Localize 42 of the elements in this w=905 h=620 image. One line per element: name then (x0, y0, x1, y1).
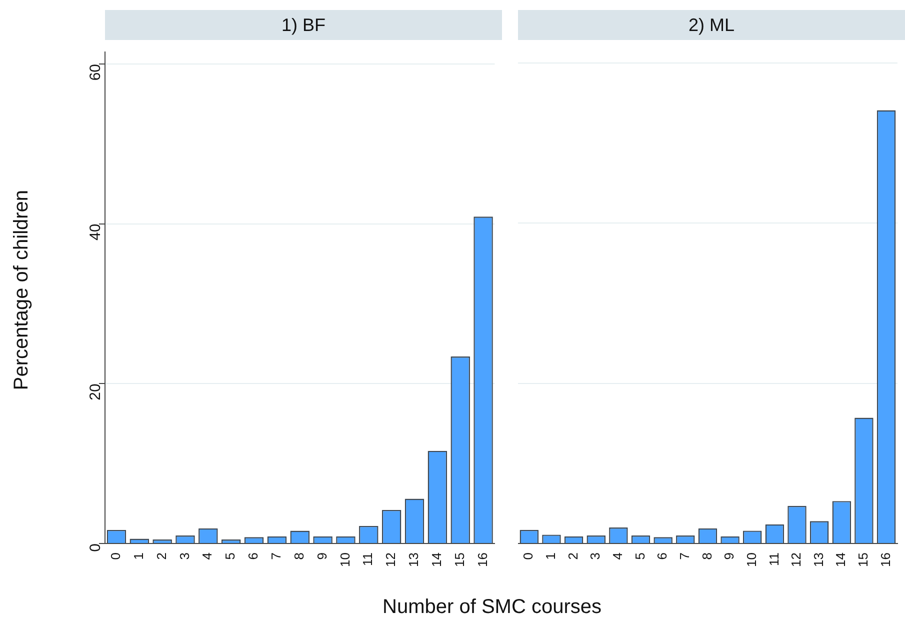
x-tick-label: 4 (200, 552, 215, 560)
x-tick-label: 15 (856, 552, 871, 568)
x-axis-title: Number of SMC courses (382, 596, 602, 619)
x-tick-label: 5 (632, 552, 648, 560)
chart-title: 1) BF (105, 10, 502, 40)
y-tick-label: 60 (87, 64, 104, 81)
y-axis-title: Percentage of children (10, 190, 34, 390)
x-tick-label: 13 (810, 552, 826, 568)
x-tick-label: 3 (588, 552, 603, 560)
x-tick-label: 10 (744, 552, 759, 568)
chart-title: 2) ML (518, 10, 905, 40)
x-tick-label: 16 (878, 552, 893, 568)
x-tick-label: 12 (383, 552, 398, 568)
x-tick-label: 8 (291, 552, 306, 560)
x-tick-label: 9 (314, 552, 330, 560)
x-tick-label: 7 (676, 552, 692, 560)
x-tick-label: 16 (474, 552, 490, 568)
x-tick-label: 11 (766, 552, 782, 566)
x-tick-label: 10 (337, 552, 352, 568)
x-tick-label: 9 (722, 552, 737, 560)
x-tick-label: 1 (130, 552, 146, 560)
x-tick-label: 13 (406, 552, 422, 568)
x-tick-label: 2 (565, 552, 580, 560)
x-tick-label: 14 (429, 552, 444, 568)
y-tick-label: 40 (87, 224, 104, 241)
x-tick-label: 6 (654, 552, 670, 560)
x-tick-label: 5 (222, 552, 238, 560)
y-tick-label: 0 (87, 544, 104, 552)
x-tick-label: 0 (520, 552, 536, 560)
x-tick-label: 15 (452, 552, 467, 568)
x-tick-label: 7 (268, 552, 284, 560)
x-tick-label: 6 (246, 552, 261, 560)
x-tick-label: 1 (543, 552, 558, 560)
x-tick-label: 8 (699, 552, 714, 560)
x-tick-label: 12 (788, 552, 804, 568)
x-tick-label: 11 (360, 552, 376, 566)
x-tick-label: 0 (108, 552, 124, 560)
y-tick-label: 20 (87, 384, 104, 400)
x-tick-label: 2 (154, 552, 169, 560)
x-tick-label: 3 (176, 552, 192, 560)
x-tick-label: 14 (833, 552, 848, 568)
x-tick-label: 4 (610, 552, 626, 560)
